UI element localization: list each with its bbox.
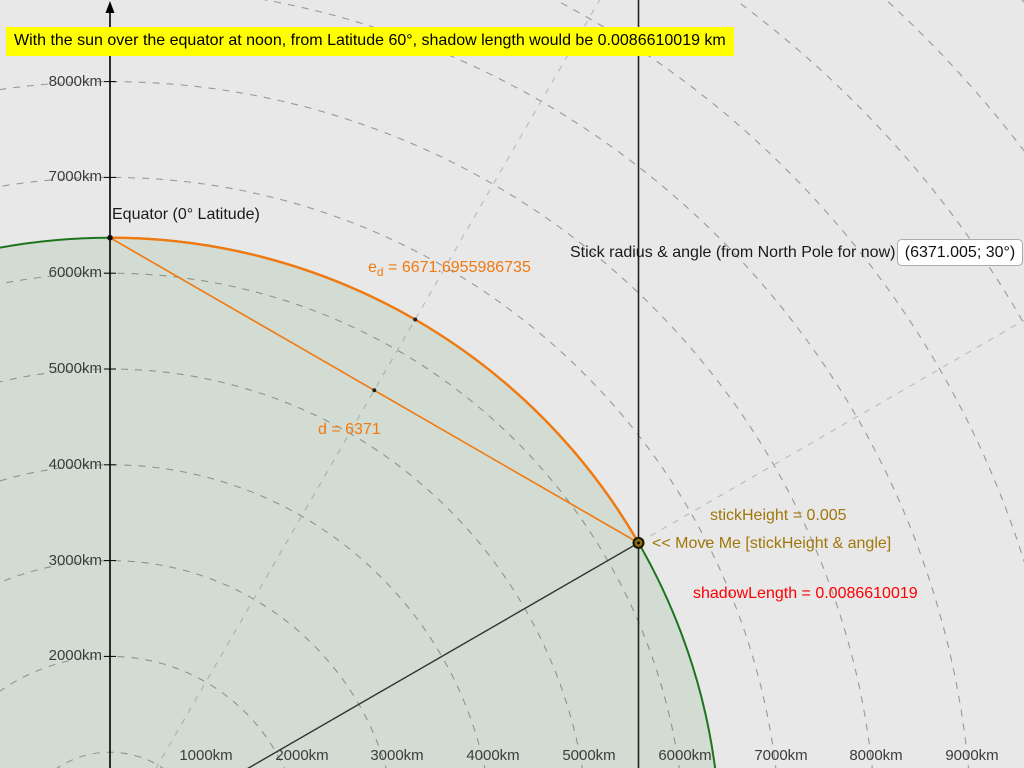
stick-position-input[interactable]: [897, 239, 1023, 266]
stick-radius-segment: [247, 542, 639, 768]
equator-point: [107, 234, 113, 241]
result-banner: With the sun over the equator at noon, f…: [6, 27, 734, 56]
y-axis-tick-marks: [104, 81, 116, 657]
arc-midpoint: [413, 317, 418, 322]
chord-midpoint: [372, 388, 377, 393]
stick-point[interactable]: [632, 536, 645, 549]
y-axis-arrow-icon: [105, 1, 115, 13]
